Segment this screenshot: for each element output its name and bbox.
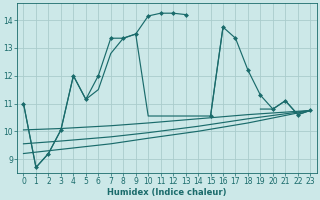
X-axis label: Humidex (Indice chaleur): Humidex (Indice chaleur) bbox=[107, 188, 227, 197]
